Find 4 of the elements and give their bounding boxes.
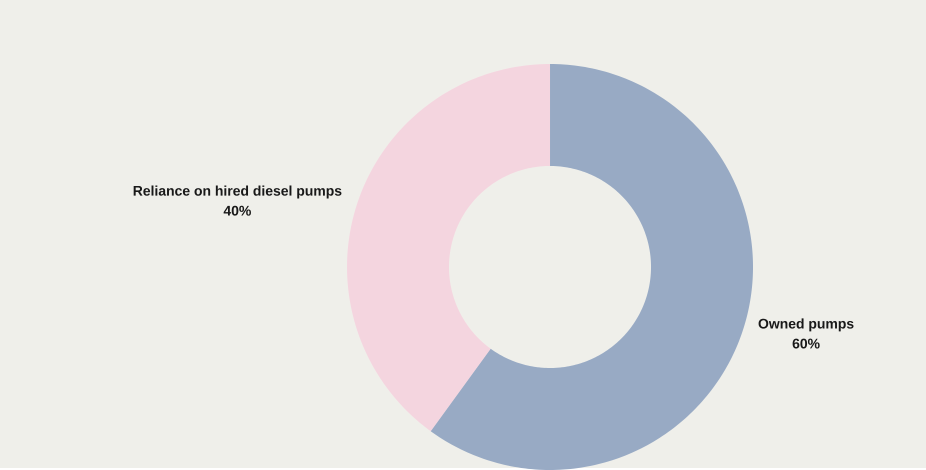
data-label: 60% xyxy=(792,338,820,349)
slice-label: Reliance on hired diesel pumps xyxy=(134,185,342,198)
slice-label: Owned pumps xyxy=(758,318,854,332)
data-label: 40% xyxy=(224,206,251,216)
